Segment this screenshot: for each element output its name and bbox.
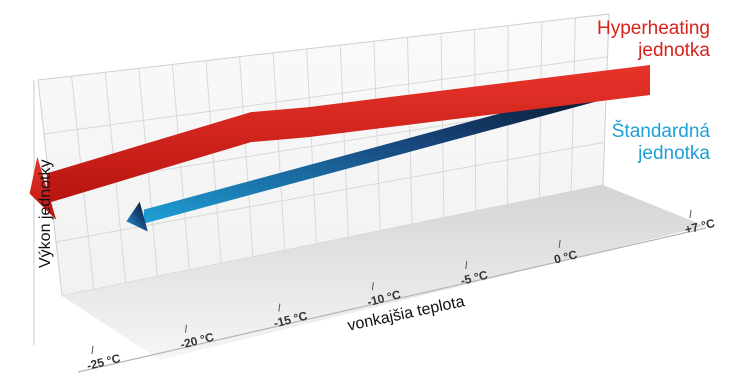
x-tick-mark [278,303,281,312]
legend-hyperheating: Hyperheating jednotka [560,18,710,62]
legend-standard-line1: Štandardná [611,121,710,142]
x-tick-label: -5 °C [459,268,489,288]
x-axis-line [77,227,707,373]
x-tick-mark [371,282,374,291]
x-tick-mark [184,324,187,333]
hyperheating-ribbon [46,65,651,204]
wall-gridline-h [43,56,608,135]
x-tick-label: 0 °C [553,247,579,266]
legend-standard-line2: jednotka [638,143,710,164]
legend-hyperheating-line2: jednotka [638,40,710,61]
x-tick-mark [91,345,94,355]
wall-gridline-h [55,141,605,243]
x-tick-mark [465,260,468,270]
standard-ribbon [143,73,651,224]
legend-standard: Štandardná jednotka [560,121,710,165]
x-tick-label: +7 °C [683,216,716,237]
x-tick-label: -25 °C [85,351,122,373]
x-tick-mark [558,239,561,248]
hyperheating-arrowhead [29,156,57,220]
standard-arrowhead [126,201,148,232]
legend-hyperheating-line1: Hyperheating [596,18,710,39]
y-axis-title: Výkon jednotky [37,159,54,268]
x-tick-mark [689,209,692,219]
floor [62,185,705,360]
